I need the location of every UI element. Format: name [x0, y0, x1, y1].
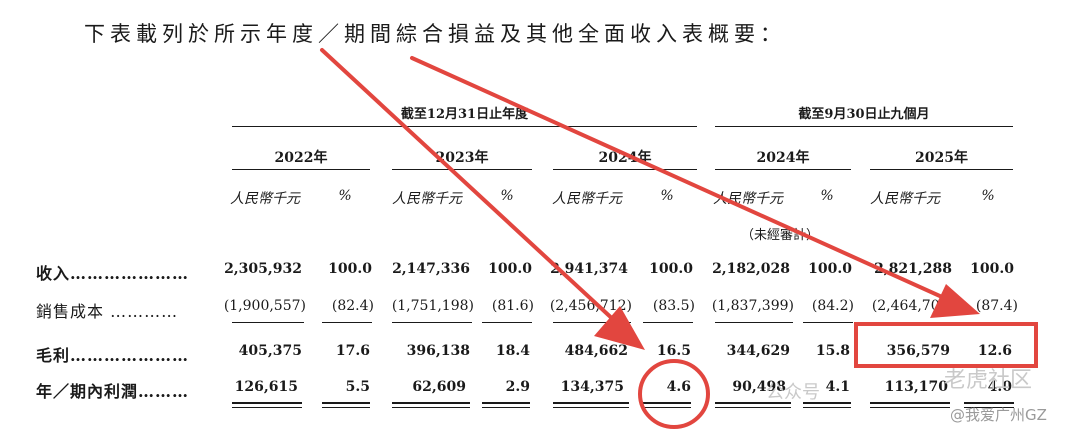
row-label-net-profit: 年／期內利潤………: [36, 382, 190, 401]
group-header-annual: 截至12月31日止年度: [400, 107, 529, 122]
year-divider: [870, 169, 1013, 170]
table-cell: (82.4): [331, 298, 374, 314]
group-divider-annual: [232, 126, 697, 127]
table-cell: 62,609: [412, 379, 466, 395]
percent-header: %: [338, 188, 352, 204]
table-cell: 126,615: [234, 379, 298, 395]
table-cell: 90,498: [732, 379, 786, 395]
subtotal-underline: [482, 322, 532, 323]
table-cell: 100.0: [328, 261, 372, 277]
total-double-underline: [715, 402, 791, 408]
table-cell: (2,456,712): [549, 298, 632, 314]
watermark-brand: 公众号: [766, 382, 820, 403]
table-cell: 100.0: [488, 261, 532, 277]
table-cell: 344,629: [726, 343, 790, 359]
table-cell: 5.5: [345, 379, 370, 395]
table-cell: 15.8: [815, 343, 850, 359]
subtotal-underline: [553, 322, 631, 323]
year-header: 2025年: [915, 150, 968, 166]
row-label-gross-profit: 毛利…………………: [36, 346, 190, 365]
percent-header: %: [820, 188, 834, 204]
table-cell: (87.4): [975, 298, 1018, 314]
percent-header: %: [660, 188, 674, 204]
group-divider-nine-month: [715, 126, 1013, 127]
subtotal-underline: [232, 322, 304, 323]
watermark-author: @我爱广州GZ: [950, 406, 1047, 424]
total-double-underline: [232, 402, 302, 408]
table-cell: (84.2): [811, 298, 854, 314]
table-cell: 2,305,932: [224, 261, 302, 277]
row-label-cost-of-sales: 銷售成本 …………: [36, 302, 179, 321]
arrow-head-1: [594, 306, 645, 350]
year-divider: [392, 169, 532, 170]
table-cell: (83.5): [652, 298, 695, 314]
annotation-arrow-1: [320, 48, 632, 337]
total-double-underline: [553, 402, 629, 408]
table-cell: (2,464,709): [871, 298, 954, 314]
document-title: 下表載列於所示年度／期間綜合損益及其他全面收入表概要：: [84, 22, 786, 46]
unit-header: 人民幣千元: [552, 191, 622, 207]
year-header: 2024年: [756, 150, 810, 166]
highlight-circle: [638, 359, 710, 429]
total-double-underline: [964, 402, 1014, 408]
year-divider: [232, 169, 370, 170]
year-header: 2023年: [435, 150, 489, 166]
table-cell: (1,751,198): [391, 298, 474, 314]
subtotal-underline: [392, 322, 472, 323]
annotation-arrow-2: [410, 56, 964, 308]
total-double-underline: [392, 402, 470, 408]
table-cell: 12.6: [977, 343, 1012, 359]
unit-header: 人民幣千元: [870, 191, 940, 207]
table-cell: 2.9: [505, 379, 530, 395]
subtotal-underline: [322, 322, 372, 323]
unit-header: 人民幣千元: [392, 191, 462, 207]
table-cell: 4.0: [987, 379, 1012, 395]
table-cell: 17.6: [335, 343, 370, 359]
table-cell: 16.5: [656, 343, 691, 359]
highlight-box: [854, 322, 1038, 368]
subtotal-underline: [715, 322, 793, 323]
year-divider: [715, 169, 851, 170]
table-cell: 100.0: [808, 261, 852, 277]
subtotal-underline: [643, 322, 693, 323]
table-cell: 134,375: [560, 379, 624, 395]
subtotal-underline: [803, 322, 853, 323]
year-divider: [553, 169, 697, 170]
unit-header: 人民幣千元: [230, 191, 300, 207]
year-header: 2022年: [274, 150, 328, 166]
table-cell: (1,837,399): [711, 298, 794, 314]
table-cell: 4.6: [666, 379, 691, 395]
table-cell: 356,579: [886, 343, 950, 359]
table-cell: 2,182,028: [712, 261, 790, 277]
group-header-nine-month: 截至9月30日止九個月: [798, 107, 930, 122]
table-cell: 18.4: [495, 343, 530, 359]
total-double-underline: [643, 402, 691, 408]
table-cell: 4.1: [825, 379, 850, 395]
table-cell: (81.6): [491, 298, 534, 314]
table-cell: 2,941,374: [550, 261, 628, 277]
table-cell: 405,375: [238, 343, 302, 359]
table-cell: 100.0: [649, 261, 693, 277]
table-cell: 484,662: [564, 343, 628, 359]
table-cell: 100.0: [970, 261, 1014, 277]
total-double-underline: [803, 402, 851, 408]
table-cell: 113,170: [884, 379, 948, 395]
percent-header: %: [981, 188, 995, 204]
arrow-head-2: [930, 284, 980, 318]
table-cell: 396,138: [406, 343, 470, 359]
total-double-underline: [322, 402, 370, 408]
watermark-brand-2: 老虎社区: [944, 368, 1033, 393]
total-double-underline: [870, 402, 950, 408]
percent-header: %: [500, 188, 514, 204]
row-label-revenue: 收入…………………: [36, 264, 190, 283]
table-cell: 2,147,336: [392, 261, 470, 277]
total-double-underline: [482, 402, 530, 408]
table-cell: (1,900,557): [223, 298, 306, 314]
